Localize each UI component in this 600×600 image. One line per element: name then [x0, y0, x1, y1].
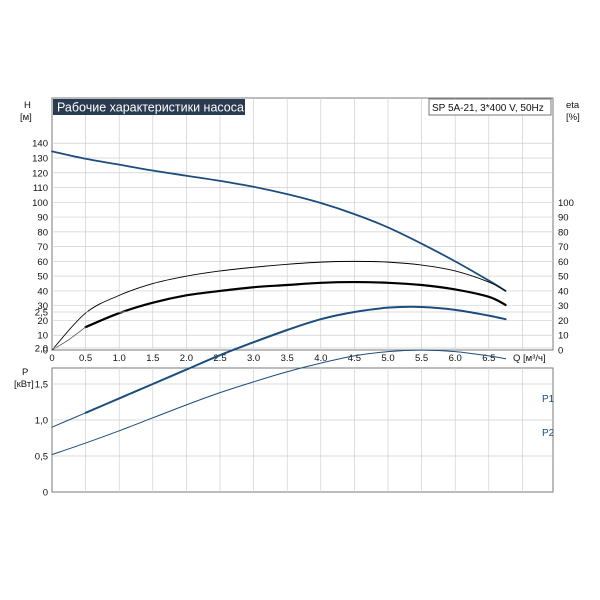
left-y-tick-label: 140 [32, 139, 48, 150]
series-line-2 [84, 280, 507, 329]
left-y-tick-label: 1,0 [35, 416, 48, 427]
left-y-tick-label: 30 [37, 301, 48, 312]
x-tick-label: 0 [49, 353, 54, 364]
right-axis-label-eta: eta [566, 100, 580, 111]
x-tick-label: 2.5 [213, 353, 226, 364]
lower-chart-series [51, 305, 507, 456]
x-tick-label: 4.5 [348, 353, 361, 364]
right-y-tick-label: 70 [558, 242, 569, 253]
right-y-tick-label: 30 [558, 301, 569, 312]
x-tick-label: 3.5 [281, 353, 294, 364]
x-tick-label: 2.0 [180, 353, 193, 364]
left-axis-label-p: P [22, 367, 28, 378]
right-axis-label-eta-unit: [%] [566, 112, 580, 123]
power-series-line-1 [51, 349, 507, 456]
left-y-tick-label: 2,5 [35, 308, 48, 319]
upper-chart: 0 0.5 1.0 1.5 2.0 2.5 3.0 3.5 4.0 4.5 5.0 5.5 6.0 6.5… [20, 97, 580, 364]
lower-chart: 0 0,5 1,0 1,5 2,0 2,5 P [кВт] P1 P2 [14, 305, 555, 499]
lower-chart-frame [51, 367, 554, 493]
pump-model-label: SP 5A-21, 3*400 V, 50Hz [432, 103, 544, 114]
title-box [53, 99, 245, 115]
x-axis-label-q: Q [м³/ч] [513, 353, 546, 364]
right-y-tick-label: 0 [558, 346, 563, 357]
series-line-1 [51, 260, 507, 351]
lower-left-y-tick-labels: 0 0,5 1,0 1,5 2,0 2,5 [35, 308, 48, 499]
right-y-tick-label: 50 [558, 272, 569, 283]
left-y-tick-label: 50 [37, 272, 48, 283]
right-y-tick-label: 90 [558, 213, 569, 224]
x-tick-label: 0.5 [79, 353, 92, 364]
left-y-tick-label: 100 [32, 198, 48, 209]
x-tick-label: 1.0 [113, 353, 126, 364]
right-y-tick-label: 100 [558, 198, 574, 209]
x-tick-label: 5.5 [415, 353, 428, 364]
left-y-tick-label: 130 [32, 153, 48, 164]
series-label-p1: P1 [542, 394, 555, 405]
right-y-tick-label: 20 [558, 316, 569, 327]
upper-right-y-tick-labels: 0 10 20 30 40 50 60 70 80 90 100 [558, 198, 574, 357]
left-y-tick-label: 10 [37, 331, 48, 342]
left-axis-label-h: H [24, 100, 31, 111]
left-y-tick-label: 0 [43, 488, 48, 499]
left-y-tick-label: 40 [37, 286, 48, 297]
upper-left-y-tick-labels: 0 10 20 30 40 50 60 70 80 90 100 110 120 130 140 [32, 139, 48, 357]
left-y-tick-label: 0 [43, 346, 48, 357]
right-y-tick-label: 80 [558, 227, 569, 238]
upper-x-tick-labels: 0 0.5 1.0 1.5 2.0 2.5 3.0 3.5 4.0 4.5 5.0 5.5 6.0 6.5 [49, 353, 495, 364]
left-axis-label-p-unit: [кВт] [14, 379, 34, 390]
left-y-tick-label: 0,5 [35, 452, 48, 463]
x-tick-label: 1.5 [146, 353, 159, 364]
x-tick-label: 4.0 [314, 353, 327, 364]
right-y-tick-label: 10 [558, 331, 569, 342]
left-y-tick-label: 110 [33, 183, 48, 194]
chart-title: Рабочие характеристики насоса [57, 101, 244, 115]
x-tick-label: 6.0 [449, 353, 462, 364]
left-y-tick-label: 2,0 [35, 344, 48, 355]
left-y-tick-label: 20 [37, 316, 48, 327]
upper-chart-grid [52, 98, 553, 350]
power-series-line-0 [84, 305, 507, 414]
right-y-tick-label: 40 [558, 286, 569, 297]
left-axis-label-h-unit: [м] [20, 112, 32, 123]
series-line-0 [51, 150, 507, 292]
right-y-tick-label: 60 [558, 257, 569, 268]
series-label-p2: P2 [542, 428, 555, 439]
x-tick-label: 3.0 [247, 353, 260, 364]
model-box [428, 98, 552, 116]
power-series-line-2 [51, 412, 87, 428]
x-tick-label: 5.0 [381, 353, 394, 364]
left-y-tick-label: 60 [37, 257, 48, 268]
left-y-tick-label: 1,5 [35, 380, 48, 391]
left-y-tick-label: 90 [37, 213, 48, 224]
left-y-tick-label: 120 [32, 168, 48, 179]
left-y-tick-label: 70 [37, 242, 48, 253]
x-tick-label: 6.5 [482, 353, 495, 364]
upper-chart-series [51, 150, 507, 351]
left-y-tick-label: 80 [37, 227, 48, 238]
